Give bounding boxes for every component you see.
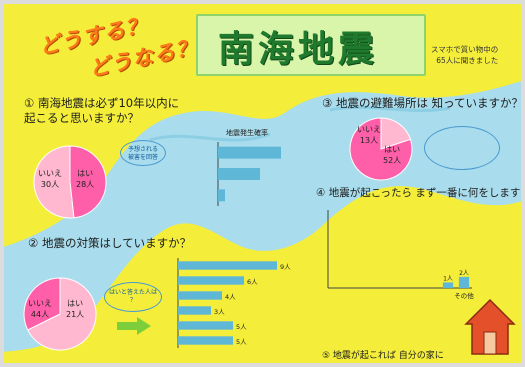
q1-question: ① 南海地震は必ず10年以内に 起こると思いますか？ <box>24 96 179 126</box>
q1-mini-chart-heading: 地震発生確率 <box>226 129 268 137</box>
q2-chart-bar-5 <box>178 336 233 345</box>
q3-yes-text: はい <box>384 145 401 154</box>
title-panel <box>196 14 426 76</box>
q4-chart-bar-7 <box>442 282 454 288</box>
q3-note-bubble <box>424 126 500 170</box>
q1-yes-count: 28人 <box>76 180 95 189</box>
q2-chart-value-label-5: 5人 <box>236 338 247 346</box>
subtitle-line-2: 65人に聞きました <box>436 56 499 65</box>
q4-chart-value-label-8: 2人 <box>459 270 469 277</box>
q1-pie-chart <box>33 145 107 219</box>
q1-question-line-2: 起こると思いますか？ <box>24 111 139 125</box>
q3-pie-slice-1 <box>349 117 413 181</box>
q3-pie-slice-0 <box>380 117 412 150</box>
q2-pie-chart <box>23 277 97 351</box>
q1-note-bubble <box>120 140 166 166</box>
q2-note: はいと答えた人は ？ <box>106 289 160 304</box>
q3-no-text: いいえ <box>357 125 381 134</box>
q3-no-count: 13人 <box>359 136 379 145</box>
q1-yes-label: はい 28人 <box>76 168 94 190</box>
q1-no-text: いいえ <box>38 169 62 178</box>
q2-yes-count: 21人 <box>66 310 85 319</box>
q2-note-line-1: はいと答えた人は <box>108 289 157 296</box>
house-icon <box>464 298 516 355</box>
q2-yes-text: はい <box>67 299 84 308</box>
q1-note: 予想される 被害を回答 <box>122 146 164 161</box>
right-arrow-icon <box>117 317 151 335</box>
q1-no-count: 30人 <box>40 180 60 189</box>
q2-chart-value-label-1: 6人 <box>247 278 258 286</box>
q1-bar-chart <box>217 142 281 206</box>
q4-chart-bar-8 <box>458 276 470 288</box>
q2-no-count: 44人 <box>30 310 50 319</box>
q4-chart-value-label-7: 1人 <box>443 275 453 282</box>
q2-chart-value-label-3: 3人 <box>214 308 225 316</box>
q3-question: ③ 地震の避難場所は 知っていますか？ <box>322 96 524 110</box>
q2-chart-value-label-4: 5人 <box>236 323 247 331</box>
q1-chart-bar-2 <box>218 189 225 202</box>
q2-no-label: いいえ 44人 <box>28 298 52 320</box>
q3-no-label: いいえ 13人 <box>357 124 381 146</box>
q1-pie-slice-1 <box>33 145 75 219</box>
q2-pie-slice-1 <box>23 277 61 331</box>
q4-chart-category-8: その他 <box>454 291 474 300</box>
q1-yes-text: はい <box>77 169 94 178</box>
survey-subtitle: スマホで質い物中の 65人に聞きました <box>431 44 498 66</box>
q2-chart-bar-3 <box>178 306 211 315</box>
q2-chart-bar-2 <box>178 291 222 300</box>
q3-yes-count: 52人 <box>383 156 402 165</box>
q4-question: ④ 地震が起こったら まず一番に何をしますか？ <box>316 187 525 199</box>
q3-yes-label: はい 52人 <box>383 144 401 166</box>
q2-chart-bar-4 <box>178 321 233 330</box>
q2-note-bubble <box>104 282 162 312</box>
q2-chart-bar-0 <box>178 261 277 270</box>
poster-title: 南海地震 <box>218 29 379 70</box>
q2-note-line-2: ？ <box>129 296 136 304</box>
q5-question: ⑤ 地震が起これば 自分の家に <box>322 351 444 361</box>
q2-chart-bar-1 <box>178 276 244 285</box>
q2-chart-value-label-0: 9人 <box>280 263 291 271</box>
q1-chart-bar-1 <box>218 168 260 180</box>
q2-no-text: いいえ <box>28 299 52 308</box>
q1-no-label: いいえ 30人 <box>38 168 62 190</box>
q1-note-line-1: 予想される <box>127 146 158 153</box>
q2-pie-slice-0 <box>27 277 97 351</box>
q3-pie-chart <box>349 117 413 181</box>
q1-chart-bar-0 <box>218 146 281 159</box>
q1-pie-slice-0 <box>69 145 107 219</box>
subtitle-line-1: スマホで質い物中の <box>431 45 499 54</box>
q2-chart-value-label-2: 4人 <box>225 293 236 301</box>
q2-yes-label: はい 21人 <box>66 298 84 320</box>
q2-question: ② 地震の対策はしていますか？ <box>28 236 192 250</box>
q1-note-line-2: 被害を回答 <box>127 153 158 161</box>
q1-question-line-1: ① 南海地震は必ず10年以内に <box>24 96 180 110</box>
